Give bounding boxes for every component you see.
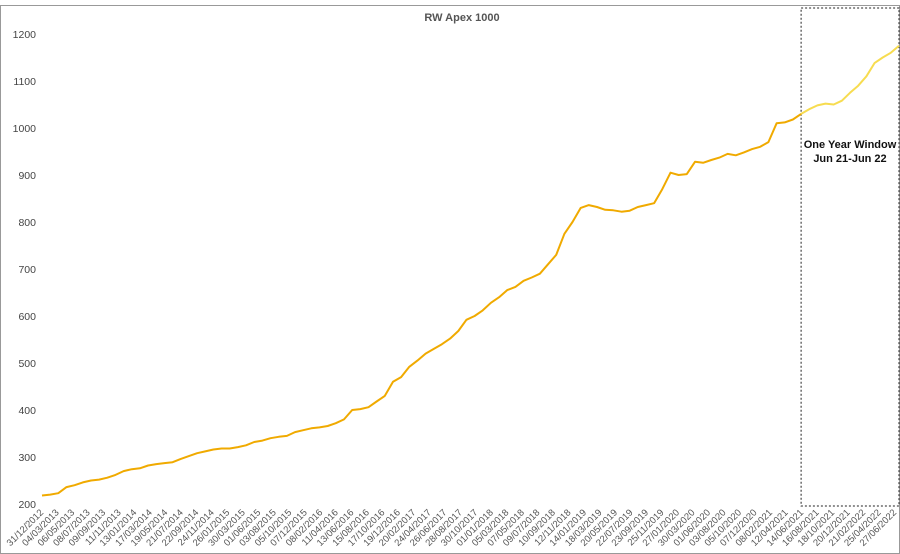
series-line-main <box>41 113 802 497</box>
y-tick-label: 300 <box>18 452 36 464</box>
y-tick-label: 900 <box>18 170 36 182</box>
y-tick-label: 500 <box>18 358 36 370</box>
chart-title: RW Apex 1000 <box>424 12 499 24</box>
y-tick-label: 200 <box>18 499 36 511</box>
x-axis: 31/12/201204/03/201306/05/201308/07/2013… <box>5 507 899 548</box>
y-tick-label: 800 <box>18 217 36 229</box>
window-label-line2: Jun 21-Jun 22 <box>813 153 886 165</box>
window-label-line1: One Year Window <box>804 139 897 151</box>
y-tick-label: 600 <box>18 311 36 323</box>
y-tick-label: 700 <box>18 264 36 276</box>
y-tick-label: 1200 <box>13 29 37 41</box>
y-axis: 200 300 400 500 600 700 800 900 1000 1100 1200 <box>13 29 37 511</box>
y-tick-label: 1000 <box>13 123 37 135</box>
y-tick-label: 1100 <box>13 76 36 88</box>
one-year-window-box <box>800 7 900 507</box>
chart-frame <box>0 5 900 554</box>
series-lines <box>41 45 900 497</box>
series-line-window <box>800 45 900 115</box>
y-tick-label: 400 <box>18 405 36 417</box>
